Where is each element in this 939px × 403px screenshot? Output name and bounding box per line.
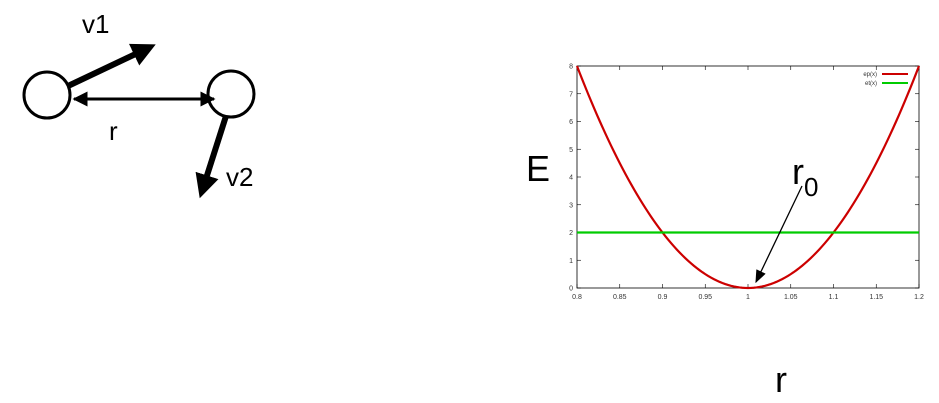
x-tick-label: 1 <box>746 294 750 301</box>
series-group <box>575 65 921 290</box>
y-axis-label: E <box>526 148 550 189</box>
velocity-v1-arrow <box>66 43 156 89</box>
x-ticks: 0.8 0.85 0.9 0.95 1 1.05 1.1 1.15 1.2 <box>572 66 924 301</box>
x-tick-label: 1.05 <box>784 294 798 301</box>
velocity-v2-arrow <box>195 115 229 199</box>
y-tick-label: 8 <box>569 64 573 71</box>
x-axis-label: r <box>775 359 787 400</box>
v1-label: v1 <box>82 9 109 39</box>
y-tick-label: 4 <box>569 175 573 182</box>
r0-annotation-label: r0 <box>792 151 818 202</box>
r0-main: r <box>792 151 804 192</box>
x-tick-label: 1.1 <box>829 294 839 301</box>
particle-1 <box>22 70 72 120</box>
y-tick-label: 2 <box>569 230 573 237</box>
x-tick-label: 0.9 <box>658 294 668 301</box>
legend: ep(x) et(x) <box>863 72 908 87</box>
y-tick-label: 0 <box>569 286 573 293</box>
y-tick-label: 3 <box>569 202 573 209</box>
y-ticks: 0 1 2 3 4 5 6 7 8 <box>569 64 919 293</box>
y-tick-label: 6 <box>569 119 573 126</box>
x-tick-label: 1.2 <box>914 294 924 301</box>
r-label: r <box>109 116 118 146</box>
legend-label: ep(x) <box>863 72 877 78</box>
y-tick-label: 7 <box>569 91 573 98</box>
energy-chart: 0.8 0.85 0.9 0.95 1 1.05 1.1 1.15 1.2 012345678 … <box>526 64 924 401</box>
particle-diagram: v1 v2 r <box>22 9 256 199</box>
r0-annotation-arrow <box>755 185 803 284</box>
y-tick-label: 5 <box>569 147 573 154</box>
x-tick-label: 0.85 <box>613 294 627 301</box>
x-tick-label: 0.8 <box>572 294 582 301</box>
x-tick-label: 0.95 <box>698 294 712 301</box>
particle-2 <box>206 69 256 119</box>
r0-subscript: 0 <box>804 172 818 202</box>
x-tick-label: 1.15 <box>869 294 883 301</box>
v2-label: v2 <box>226 162 253 192</box>
y-tick-label: 1 <box>569 258 573 265</box>
series-line-epx <box>575 65 921 290</box>
legend-label: et(x) <box>865 81 877 87</box>
